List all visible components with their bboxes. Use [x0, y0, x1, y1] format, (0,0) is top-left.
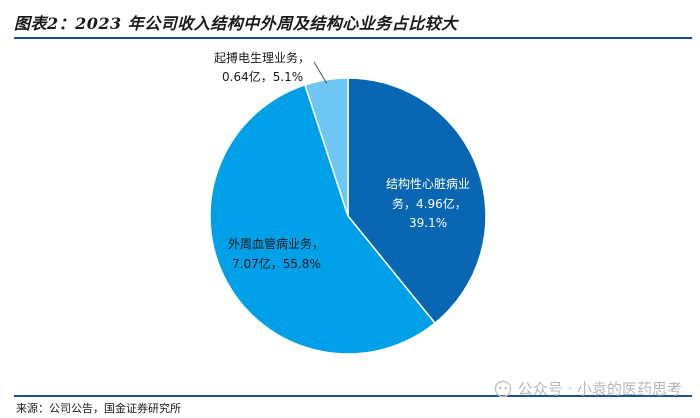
source-note: 来源：公司公告，国金证券研究所	[16, 402, 181, 415]
slice-label-structural-line3: 39.1%	[409, 216, 447, 230]
slice-label-structural-line1: 结构性心脏病业	[386, 176, 470, 191]
title-rule	[14, 37, 692, 39]
source-rule	[14, 395, 692, 397]
watermark-text: 公众号 · 小袁的医药思考	[517, 380, 682, 398]
chart-title: 图表2：2023 年公司收入结构中外周及结构心业务占比较大	[14, 14, 458, 33]
watermark: 公众号 · 小袁的医药思考	[494, 378, 682, 399]
wechat-icon	[494, 380, 512, 397]
slice-label-peripheral-line1: 外周血管病业务，	[228, 236, 324, 251]
slice-label-peripheral-line2: 7.07亿，55.8%	[232, 256, 321, 271]
slice-label-pacing-line1: 起搏电生理业务，	[214, 50, 310, 65]
pie-slice-pacing-ep	[303, 77, 349, 217]
pie-slice-peripheral-vascular	[209, 83, 437, 355]
slice-label-structural-line2: 务，4.96亿，	[392, 196, 467, 211]
leader-line	[313, 61, 328, 84]
pie-slice-structural-heart	[347, 77, 487, 325]
slice-label-pacing-line2: 0.64亿，5.1%	[222, 69, 303, 84]
